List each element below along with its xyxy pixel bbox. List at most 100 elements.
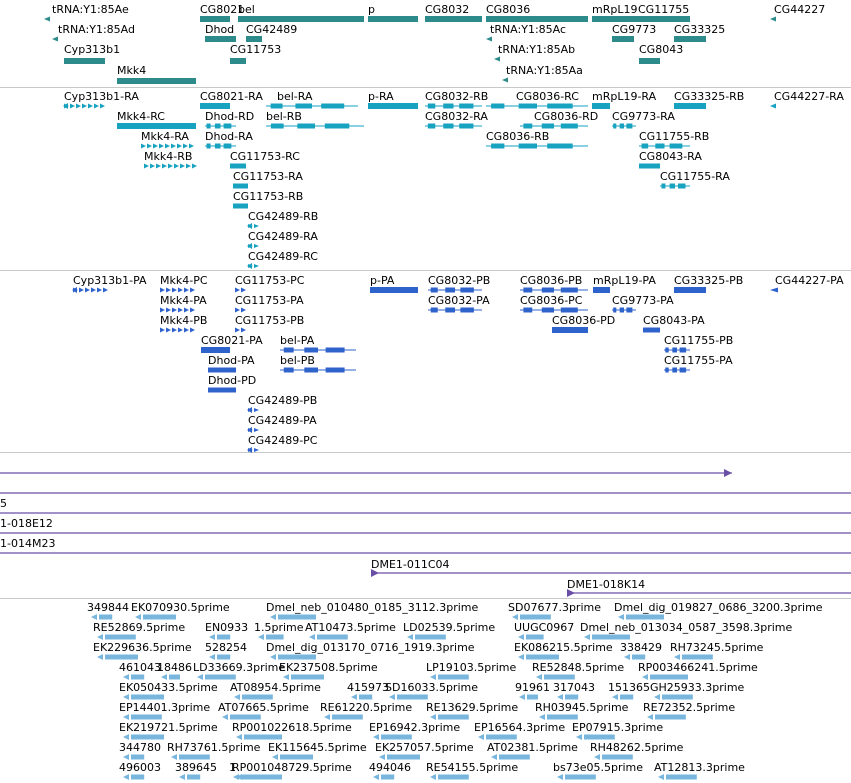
est-arrow[interactable] [123, 694, 129, 700]
strand-tick[interactable] [241, 287, 246, 293]
strand-tick[interactable] [235, 287, 240, 293]
exon-block[interactable] [283, 347, 294, 353]
transcript-feature[interactable]: Mkk4-RB [144, 150, 197, 169]
strand-tick[interactable] [79, 287, 84, 293]
est-bar[interactable] [499, 754, 530, 760]
est-feature[interactable]: bs73e05.5prime [553, 761, 643, 780]
gene-feature[interactable]: tRNA:Y1:85Ae [44, 3, 129, 22]
exon-block[interactable] [661, 183, 666, 189]
strand-tick[interactable] [85, 287, 90, 293]
exon-block[interactable] [669, 143, 683, 149]
est-feature[interactable]: RP003466241.5prime [638, 661, 758, 680]
est-feature[interactable]: EK086215.5prime [514, 641, 613, 660]
est-bar[interactable] [131, 734, 164, 740]
exon-block[interactable] [523, 307, 533, 313]
gene-feature[interactable]: tRNA:Y1:85Ab [494, 43, 575, 62]
est-bar[interactable] [666, 774, 697, 780]
exon-block[interactable] [518, 103, 537, 109]
strand-tick[interactable] [241, 307, 246, 313]
est-feature[interactable]: RE52869.5prime [93, 621, 185, 640]
est-arrow[interactable] [97, 634, 103, 640]
exon-block[interactable] [270, 103, 283, 109]
est-bar[interactable] [169, 674, 180, 680]
strand-tick[interactable] [156, 163, 161, 169]
est-feature[interactable]: RE13629.5prime [426, 701, 518, 720]
exon-block[interactable] [679, 367, 687, 373]
transcript-feature[interactable]: Dhod-RA [205, 130, 253, 149]
est-arrow[interactable] [351, 694, 357, 700]
strand-tick[interactable] [186, 163, 191, 169]
exon-block[interactable] [304, 367, 318, 373]
est-bar[interactable] [230, 714, 261, 720]
gene-feature[interactable]: CG11755 [638, 3, 690, 22]
est-feature[interactable]: AT02381.5prime [487, 741, 578, 760]
est-bar[interactable] [242, 694, 273, 700]
exon-block[interactable] [297, 123, 315, 129]
est-bar[interactable] [205, 674, 236, 680]
clone-feature[interactable]: 1-014M23 [0, 532, 851, 550]
est-arrow[interactable] [594, 754, 600, 760]
protein-feature[interactable]: CG8032-PA [428, 294, 490, 313]
protein-feature[interactable]: CG11755-PB [664, 334, 733, 353]
est-bar[interactable] [131, 714, 162, 720]
est-feature[interactable]: EP16942.3prime [369, 721, 460, 740]
strand-tick[interactable] [190, 327, 195, 333]
feature-bar[interactable] [592, 16, 638, 22]
exon-block[interactable] [445, 287, 455, 293]
exon-block[interactable] [459, 103, 474, 109]
gene-feature[interactable]: mRpL19 [592, 3, 638, 22]
strand-tick[interactable] [190, 287, 195, 293]
protein-feature[interactable]: bel-PA [280, 334, 356, 353]
transcript-feature[interactable]: CG8036-RB [486, 130, 588, 149]
exon-block[interactable] [641, 143, 649, 149]
strand-arrow[interactable] [52, 36, 58, 42]
transcript-feature[interactable]: CG44227-RA [770, 90, 844, 109]
strand-arrow[interactable] [770, 103, 776, 109]
exon-block[interactable] [679, 347, 687, 353]
est-bar[interactable] [244, 774, 282, 780]
strand-tick[interactable] [235, 327, 240, 333]
feature-bar[interactable] [200, 16, 230, 22]
est-arrow[interactable] [379, 754, 385, 760]
est-feature[interactable]: AT12813.3prime [654, 761, 745, 780]
exon-block[interactable] [613, 307, 617, 313]
est-feature[interactable]: SD07677.3prime [508, 601, 601, 620]
protein-feature[interactable]: CG8036-PC [520, 294, 588, 313]
feature-bar[interactable] [233, 183, 248, 189]
feature-bar[interactable] [370, 287, 418, 293]
est-bar[interactable] [317, 634, 348, 640]
gene-feature[interactable]: CG8043 [639, 43, 683, 64]
exon-block[interactable] [613, 123, 617, 129]
strand-arrow[interactable] [494, 56, 500, 62]
feature-bar[interactable] [674, 103, 706, 109]
feature-bar[interactable] [117, 78, 196, 84]
strand-tick[interactable] [162, 163, 167, 169]
strand-arrow[interactable] [44, 16, 50, 22]
est-feature[interactable]: Dmel_neb_013034_0587_3598.3prime [580, 621, 792, 640]
est-bar[interactable] [526, 654, 559, 660]
est-arrow[interactable] [123, 674, 129, 680]
est-bar[interactable] [280, 754, 313, 760]
gene-feature[interactable]: CG8036 [486, 3, 588, 22]
est-arrow[interactable] [389, 694, 395, 700]
est-bar[interactable] [179, 754, 210, 760]
est-feature[interactable]: 415973 [347, 681, 389, 700]
exon-block[interactable] [223, 123, 232, 129]
est-arrow[interactable] [236, 774, 242, 780]
est-arrow[interactable] [309, 634, 315, 640]
exon-block[interactable] [560, 287, 578, 293]
transcript-feature[interactable]: Mkk4-RC [117, 110, 196, 129]
exon-block[interactable] [321, 103, 345, 109]
strand-tick[interactable] [144, 163, 149, 169]
est-bar[interactable] [387, 754, 420, 760]
est-arrow[interactable] [123, 754, 129, 760]
clone-feature[interactable]: DME1-011C04 [371, 558, 851, 577]
est-feature[interactable]: 389645 [175, 761, 217, 780]
est-arrow[interactable] [647, 714, 653, 720]
est-bar[interactable] [278, 614, 316, 620]
strand-tick[interactable] [178, 307, 183, 313]
exon-block[interactable] [325, 347, 345, 353]
gene-feature[interactable]: CG33325 [674, 23, 725, 42]
est-bar[interactable] [620, 694, 634, 700]
est-bar[interactable] [99, 614, 113, 620]
